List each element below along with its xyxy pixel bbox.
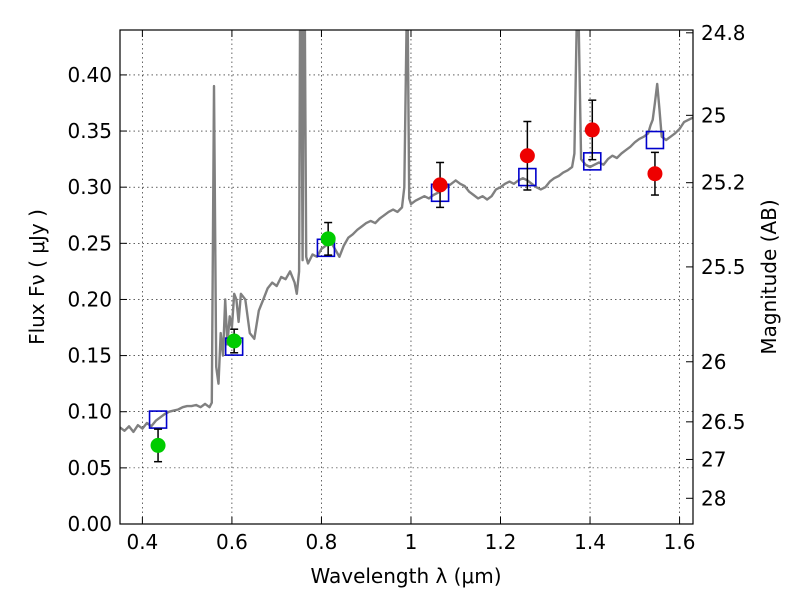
right-tick-label: 28	[701, 486, 726, 510]
x-tick-label: 0.8	[306, 530, 338, 554]
photometry-point	[519, 148, 535, 164]
right-tick-label: 25	[701, 103, 726, 127]
photometry-point	[226, 333, 242, 349]
y-tick-label: 0.15	[67, 344, 112, 368]
model-square-marker	[148, 410, 168, 429]
photometry-point	[584, 122, 600, 138]
photometry-point	[432, 177, 448, 193]
x-axis-title: Wavelength λ (μm)	[310, 564, 501, 588]
x-tick-label: 1	[405, 530, 418, 554]
x-tick-label: 1.4	[574, 530, 606, 554]
photometry-point	[320, 231, 336, 247]
y-tick-label: 0.00	[67, 512, 112, 536]
y-tick-label: 0.40	[67, 63, 112, 87]
right-tick-label: 25.2	[701, 171, 746, 195]
y-tick-label: 0.25	[67, 231, 112, 255]
y-tick-label: 0.20	[67, 287, 112, 311]
photometry-point	[647, 166, 663, 182]
y-axis-title: Flux Fν ( μJy )	[25, 209, 49, 345]
x-tick-label: 0.4	[126, 530, 158, 554]
right-tick-label: 24.8	[701, 21, 746, 45]
y-tick-label: 0.35	[67, 119, 112, 143]
y-axis-right-title: Magnitude (AB)	[757, 199, 781, 354]
x-tick-label: 1.2	[485, 530, 517, 554]
photometry-point	[150, 437, 166, 453]
spectrum-line	[120, 30, 693, 434]
right-tick-label: 26.5	[701, 410, 746, 434]
y-tick-label: 0.05	[67, 456, 112, 480]
series-layer	[120, 30, 693, 463]
model-square-marker	[645, 130, 665, 150]
y-tick-label: 0.30	[67, 175, 112, 199]
right-tick-label: 26	[701, 350, 726, 374]
right-tick-label: 25.5	[701, 255, 746, 279]
right-tick-label: 27	[701, 447, 726, 471]
x-tick-label: 1.6	[664, 530, 696, 554]
y-tick-label: 0.10	[67, 400, 112, 424]
plot-frame	[119, 29, 694, 525]
ticks: 0.4 0.6 0.8 1 1.2 1.4 1.6 0.00 0.05 0.10 0.15 0.20 0…	[67, 21, 745, 554]
x-tick-label: 0.6	[216, 530, 248, 554]
